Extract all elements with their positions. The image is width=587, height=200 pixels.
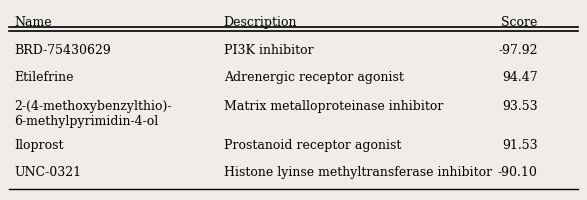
Text: Etilefrine: Etilefrine <box>15 71 74 84</box>
Text: Histone lyinse methyltransferase inhibitor: Histone lyinse methyltransferase inhibit… <box>224 166 492 179</box>
Text: Description: Description <box>224 16 297 29</box>
Text: Matrix metalloproteinase inhibitor: Matrix metalloproteinase inhibitor <box>224 100 443 113</box>
Text: -90.10: -90.10 <box>498 166 538 179</box>
Text: Adrenergic receptor agonist: Adrenergic receptor agonist <box>224 71 404 84</box>
Text: BRD-75430629: BRD-75430629 <box>15 44 111 57</box>
Text: Score: Score <box>501 16 538 29</box>
Text: -97.92: -97.92 <box>498 44 538 57</box>
Text: Iloprost: Iloprost <box>15 139 64 152</box>
Text: 91.53: 91.53 <box>502 139 538 152</box>
Text: PI3K inhibitor: PI3K inhibitor <box>224 44 313 57</box>
Text: Name: Name <box>15 16 52 29</box>
Text: Prostanoid receptor agonist: Prostanoid receptor agonist <box>224 139 401 152</box>
Text: 94.47: 94.47 <box>502 71 538 84</box>
Text: 93.53: 93.53 <box>502 100 538 113</box>
Text: UNC-0321: UNC-0321 <box>15 166 82 179</box>
Text: 2-(4-methoxybenzylthio)-
6-methylpyrimidin-4-ol: 2-(4-methoxybenzylthio)- 6-methylpyrimid… <box>15 100 172 128</box>
